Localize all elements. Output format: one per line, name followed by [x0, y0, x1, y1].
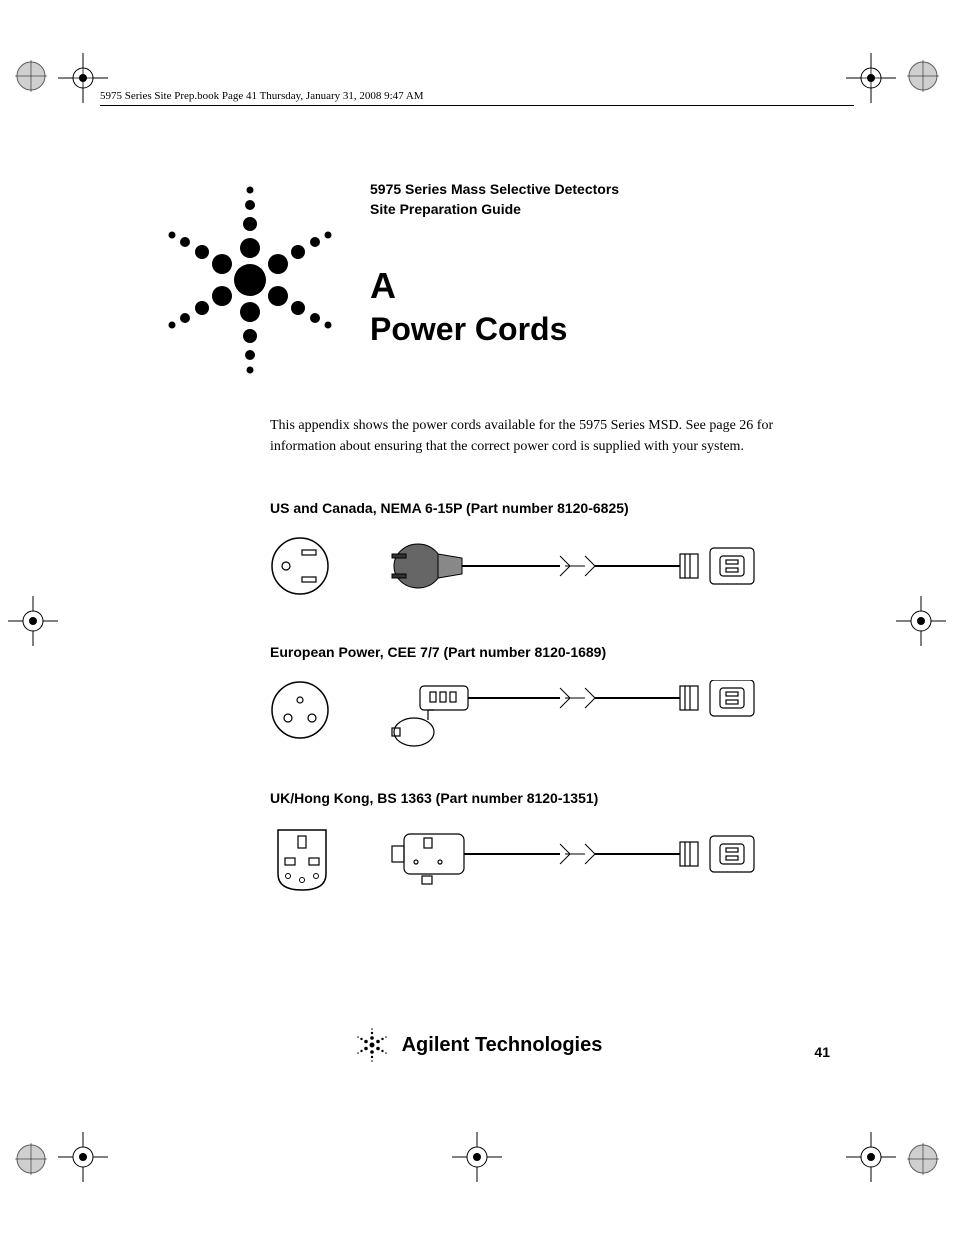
crop-mark-br-outer	[907, 1143, 939, 1175]
section-heading: A Power Cords	[370, 265, 567, 348]
crop-mark-ml	[8, 596, 58, 646]
crop-mark-br-inner	[846, 1132, 896, 1182]
plug-cable-bs	[390, 826, 830, 886]
plug-cable-nema	[390, 536, 830, 596]
footer-company: Agilent Technologies	[402, 1034, 603, 1057]
crop-mark-tl-outer	[15, 60, 47, 92]
crop-mark-bl-outer	[15, 1143, 47, 1175]
footer-logo-icon	[352, 1025, 392, 1065]
doc-title-1: 5975 Series Mass Selective Detectors	[370, 180, 619, 200]
cord-section-us: US and Canada, NEMA 6-15P (Part number 8…	[270, 500, 830, 596]
crop-mark-bl-inner	[58, 1132, 108, 1182]
crop-mark-bc	[452, 1132, 502, 1182]
plug-face-bs	[270, 826, 330, 886]
plug-face-nema	[270, 536, 330, 596]
footer: Agilent Technologies	[0, 1025, 954, 1065]
crop-mark-tr-inner	[846, 53, 896, 103]
body-paragraph: This appendix shows the power cords avai…	[270, 415, 830, 457]
starburst-logo	[140, 170, 360, 390]
page-number: 41	[814, 1044, 830, 1060]
crop-mark-tr-outer	[907, 60, 939, 92]
cord-heading-uk: UK/Hong Kong, BS 1363 (Part number 8120-…	[270, 790, 830, 806]
document-titles: 5975 Series Mass Selective Detectors Sit…	[370, 180, 619, 219]
page-header-text: 5975 Series Site Prep.book Page 41 Thurs…	[100, 90, 424, 102]
cord-section-eu: European Power, CEE 7/7 (Part number 812…	[270, 644, 830, 740]
doc-title-2: Site Preparation Guide	[370, 200, 619, 220]
plug-cable-cee	[390, 680, 830, 740]
header-divider	[100, 105, 854, 106]
crop-mark-mr	[896, 596, 946, 646]
section-letter: A	[370, 265, 567, 307]
cord-section-uk: UK/Hong Kong, BS 1363 (Part number 8120-…	[270, 790, 830, 886]
cord-heading-eu: European Power, CEE 7/7 (Part number 812…	[270, 644, 830, 660]
plug-face-cee	[270, 680, 330, 740]
cord-heading-us: US and Canada, NEMA 6-15P (Part number 8…	[270, 500, 830, 516]
section-title: Power Cords	[370, 311, 567, 348]
